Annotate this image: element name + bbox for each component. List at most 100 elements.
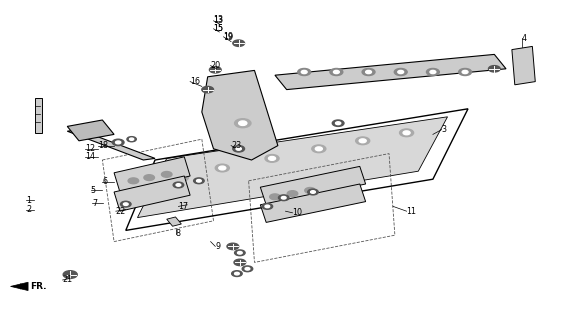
Circle shape [281,196,286,199]
Circle shape [233,40,245,46]
Polygon shape [512,46,535,85]
Circle shape [403,131,410,135]
Circle shape [426,68,439,76]
Circle shape [333,70,339,74]
Circle shape [298,68,311,76]
Circle shape [394,68,407,76]
Circle shape [366,70,371,74]
Circle shape [245,268,250,270]
Circle shape [234,259,246,266]
Circle shape [312,145,326,153]
Circle shape [270,194,280,200]
Circle shape [176,184,181,186]
Text: 9: 9 [215,242,221,251]
Circle shape [239,121,247,125]
Polygon shape [11,282,28,291]
Circle shape [265,205,270,208]
Text: FR.: FR. [30,282,47,291]
Circle shape [219,166,226,170]
Circle shape [174,174,188,181]
Circle shape [215,164,229,172]
Polygon shape [67,130,155,160]
Circle shape [430,70,436,74]
Text: 15: 15 [214,24,223,33]
Text: 17: 17 [178,202,188,211]
Circle shape [121,201,131,207]
Circle shape [242,266,253,272]
Text: 22: 22 [116,207,126,216]
Circle shape [400,129,414,137]
Text: 14: 14 [85,152,95,161]
Text: 4: 4 [522,34,527,43]
Circle shape [238,252,242,254]
Circle shape [227,243,239,250]
Text: 19: 19 [223,33,233,42]
Text: 11: 11 [407,207,417,216]
Circle shape [287,191,298,196]
Text: 3: 3 [442,125,447,134]
Circle shape [308,189,318,195]
Text: 18: 18 [98,141,108,150]
Polygon shape [35,98,42,133]
Circle shape [63,271,77,278]
Text: 12: 12 [85,144,95,153]
Circle shape [128,178,139,184]
Text: 8: 8 [176,229,181,238]
Text: 10: 10 [292,208,302,217]
Text: 15: 15 [214,24,223,33]
Circle shape [269,156,276,160]
Circle shape [129,138,134,140]
Text: 23: 23 [231,141,241,150]
Circle shape [144,175,154,180]
Circle shape [301,70,307,74]
Text: 13: 13 [214,15,223,24]
Polygon shape [114,176,190,211]
Circle shape [262,204,273,209]
Polygon shape [275,54,506,90]
Circle shape [315,147,322,151]
Circle shape [232,271,242,276]
Circle shape [112,139,124,146]
Text: 16: 16 [190,77,200,86]
Circle shape [202,86,214,93]
Circle shape [235,272,239,275]
Circle shape [462,70,468,74]
Polygon shape [167,217,181,226]
Circle shape [209,67,221,73]
Text: 7: 7 [92,199,98,208]
Text: 5: 5 [91,186,96,195]
Text: 13: 13 [214,16,223,25]
Polygon shape [202,70,278,160]
Polygon shape [67,120,114,141]
Text: 21: 21 [63,276,73,284]
Circle shape [233,146,245,152]
Text: 2: 2 [26,205,32,214]
Circle shape [178,176,185,180]
Circle shape [311,191,315,193]
Circle shape [194,178,204,184]
Circle shape [398,70,404,74]
Circle shape [235,250,245,256]
Circle shape [127,137,136,142]
Circle shape [330,68,343,76]
Circle shape [362,68,375,76]
Circle shape [115,141,121,144]
Circle shape [236,148,241,150]
Circle shape [305,188,315,193]
Text: 19: 19 [223,32,233,41]
Polygon shape [260,166,366,205]
Circle shape [123,203,128,205]
Circle shape [161,172,172,177]
Circle shape [359,139,366,143]
Circle shape [265,155,279,162]
Circle shape [278,195,289,201]
Text: 1: 1 [26,196,32,204]
Circle shape [235,119,251,128]
Circle shape [459,68,472,76]
Polygon shape [114,157,190,192]
Polygon shape [137,117,448,218]
Circle shape [336,122,340,125]
Circle shape [488,66,500,72]
Circle shape [197,180,201,182]
Polygon shape [260,184,366,222]
